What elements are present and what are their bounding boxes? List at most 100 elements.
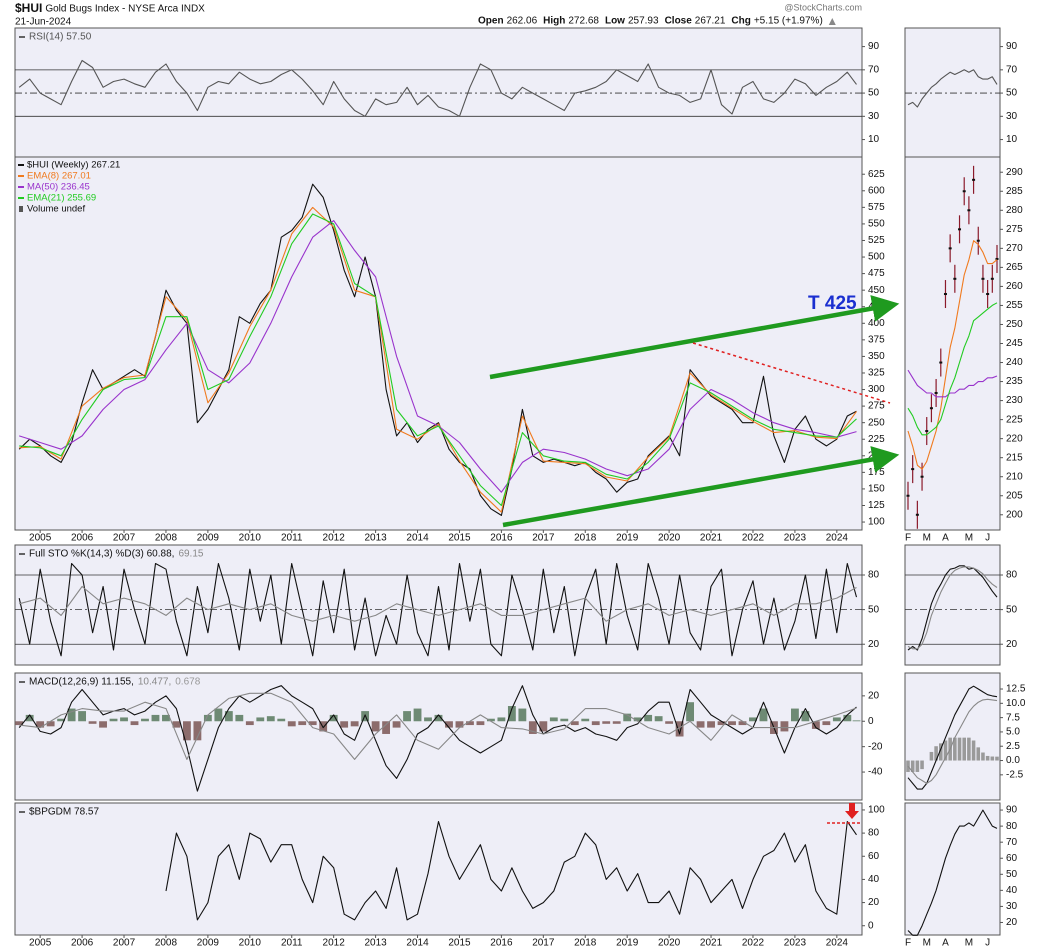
x-tick-label: M (923, 533, 931, 544)
x-tick-label: M (965, 938, 973, 949)
histogram-bar (99, 721, 107, 728)
histogram-bar (717, 721, 726, 726)
y-tick-label: 625 (868, 169, 885, 180)
x-tick-label: 2016 (490, 533, 513, 544)
panel (904, 802, 1001, 936)
histogram-bar (665, 721, 674, 724)
legend-entry: 0.678 (175, 677, 200, 688)
histogram-bar (151, 714, 160, 722)
x-tick-label: M (923, 938, 931, 949)
panel (904, 27, 1001, 158)
x-tick-label: 2021 (700, 533, 723, 544)
y-tick-label: 90 (1006, 41, 1018, 52)
price-close (990, 277, 994, 280)
histogram-bar (929, 751, 934, 761)
y-tick-label: 30 (1006, 901, 1018, 912)
y-tick-label: 150 (868, 484, 885, 495)
price-close (934, 391, 938, 394)
y-tick-label: 0 (868, 920, 874, 931)
y-tick-label: 205 (1006, 490, 1023, 501)
histogram-bar (46, 721, 55, 727)
upper-trendline (489, 295, 900, 380)
y-tick-label: 215 (1006, 452, 1023, 463)
y-tick-label: 50 (868, 88, 880, 99)
y-tick-label: 125 (868, 500, 885, 511)
x-tick-label: A (942, 938, 949, 949)
x-tick-label: J (985, 938, 990, 949)
histogram-bar (403, 711, 411, 722)
x-tick-label: A (942, 533, 949, 544)
y-tick-label: 265 (1006, 262, 1023, 273)
y-tick-label: 475 (868, 268, 885, 279)
x-tick-label: 2017 (532, 938, 555, 949)
y-tick-label: 200 (1006, 509, 1023, 520)
histogram-bar (308, 721, 317, 726)
histogram-bar (832, 717, 841, 722)
histogram-bar (298, 721, 307, 726)
y-tick-label: 350 (868, 351, 885, 362)
x-tick-label: 2007 (113, 938, 136, 949)
y-tick-label: 20 (1006, 639, 1018, 650)
histogram-bar (570, 721, 579, 726)
quote-label: High (543, 16, 565, 27)
x-tick-label: 2013 (364, 938, 387, 949)
y-tick-label: 70 (1006, 64, 1018, 75)
quote-value: 272.68 (568, 16, 599, 27)
histogram-bar (15, 721, 24, 726)
quote-value: 267.21 (695, 16, 726, 27)
histogram-bar (852, 720, 861, 722)
histogram-bar (486, 718, 495, 722)
x-tick-label: M (965, 533, 973, 544)
histogram-bar (224, 711, 233, 722)
histogram-bar (245, 721, 254, 726)
histogram-bar (934, 746, 938, 761)
histogram-bar (466, 721, 474, 726)
histogram-bar (962, 737, 966, 761)
histogram-bar (193, 721, 202, 741)
x-tick-label: F (905, 533, 911, 544)
series-line (907, 698, 998, 784)
series-line (907, 302, 998, 436)
series-line (18, 59, 857, 117)
annotations: T 425 (489, 293, 900, 824)
resistance-line (692, 342, 891, 404)
x-tick-label: 2021 (700, 938, 723, 949)
price-close (976, 239, 980, 242)
histogram-bar (413, 708, 422, 722)
histogram-bar (392, 721, 401, 728)
histogram-bar (801, 711, 810, 722)
panel (14, 544, 863, 666)
histogram-bar (749, 717, 757, 722)
y-tick-label: 50 (1006, 88, 1018, 99)
y-tick-label: 225 (868, 434, 885, 445)
price-close (915, 513, 919, 516)
histogram-bar (915, 760, 920, 772)
histogram-bar (953, 737, 957, 761)
y-tick-label: 20 (868, 897, 880, 908)
y-tick-label: 450 (868, 285, 885, 296)
histogram-bar (957, 737, 962, 761)
date: 21-Jun-2024 (15, 17, 72, 28)
histogram-bar (910, 760, 915, 772)
y-tick-label: 30 (1006, 111, 1018, 122)
legend-entry: Full STO %K(14,3) %D(3) 60.88, (29, 549, 174, 560)
x-tick-label: 2022 (742, 533, 765, 544)
y-tick-label: 60 (1006, 853, 1018, 864)
panel (14, 802, 863, 936)
histogram-bar (329, 714, 338, 722)
legend-entry: $HUI (Weekly) 267.21 (27, 160, 120, 171)
symbol: $HUI (15, 1, 42, 15)
panel (14, 27, 863, 158)
histogram-bar (990, 756, 995, 761)
histogram-bar (455, 721, 464, 728)
price-close (962, 190, 966, 193)
histogram-bar (602, 721, 611, 724)
histogram-bar (943, 740, 948, 761)
histogram-bar (88, 721, 97, 724)
y-tick-label: 400 (868, 318, 885, 329)
histogram-bar (780, 721, 789, 732)
y-tick-label: 550 (868, 219, 885, 230)
histogram-bar (995, 756, 999, 761)
histogram-bar (172, 721, 181, 728)
